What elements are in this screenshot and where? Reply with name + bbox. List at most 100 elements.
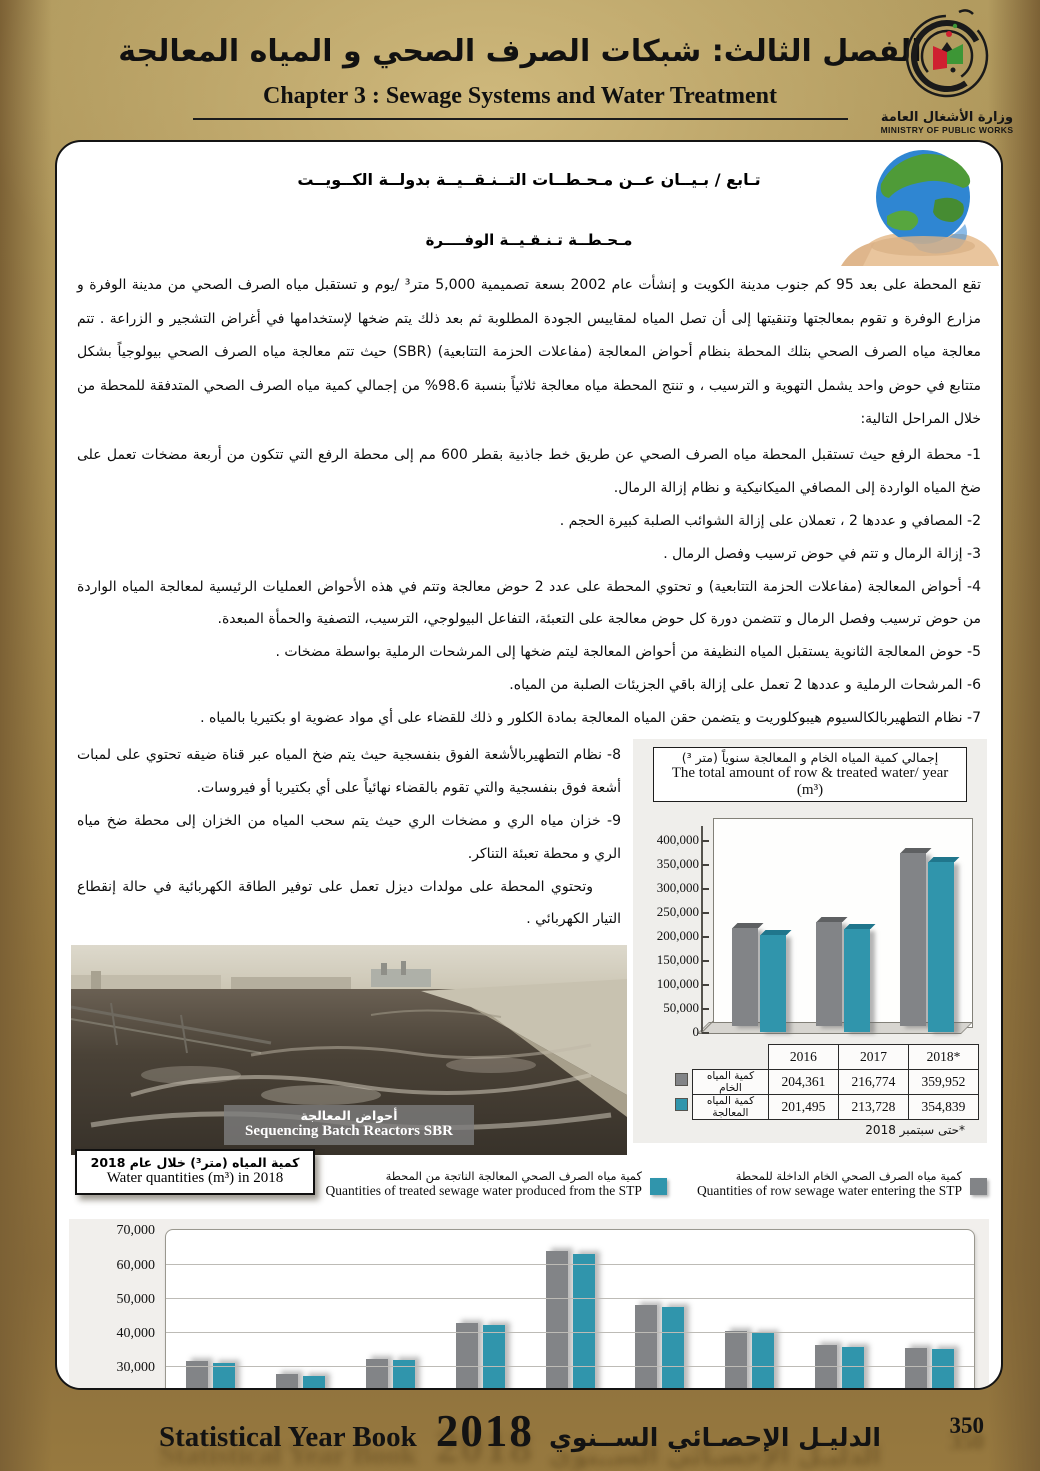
month-bar-group xyxy=(794,1230,884,1388)
legend-swatch xyxy=(970,1178,987,1196)
bar xyxy=(186,1361,209,1388)
year-header-cell: 2017 xyxy=(837,1043,909,1070)
bar xyxy=(931,1349,954,1388)
two-column-section: 8- نظام التطهيربالأشعة الفوق بنفسجية حيث… xyxy=(67,738,991,1156)
y-axis-tick-label: 40,000 xyxy=(116,1326,156,1342)
monthly-chart-y-axis: 010,00020,00030,00040,00050,00060,00070,… xyxy=(69,1223,165,1388)
process-step: 5- حوض المعالجة الثانوية يستقبل المياه ا… xyxy=(275,644,981,661)
monthly-bar-chart xyxy=(166,1230,974,1388)
legend-label: كمية مياه الصرف الصحي المعالجة الناتجة م… xyxy=(326,1169,642,1199)
photo-caption-arabic: أحواض المعالجة xyxy=(300,1108,398,1124)
monthly-bars xyxy=(166,1230,974,1388)
bar xyxy=(365,1359,388,1388)
footer-title: Statistical Year Book 2018 الدليـل الإحص… xyxy=(0,1405,1040,1457)
content-box: تـابع / بـيــان عــن مـحـطــات التــنـقـ… xyxy=(55,140,1003,1390)
y-axis-tick-label: 50,000 xyxy=(663,999,709,1015)
legend-entry: كمية مياه الصرف الصحي الخام الداخلة للمح… xyxy=(697,1169,987,1199)
table-row: 2016 2017 2018* xyxy=(671,1043,980,1070)
legend-swatch xyxy=(675,1073,688,1087)
photo-caption: أحواض المعالجة Sequencing Batch Reactors… xyxy=(224,1105,474,1146)
generator-note: وتحتوي المحطة على مولدات ديزل تعمل على ت… xyxy=(77,878,621,928)
bar xyxy=(816,921,842,1026)
y-axis-tick-label: 60,000 xyxy=(116,1257,156,1273)
gridline xyxy=(166,1332,974,1334)
y-axis-tick-label: 50,000 xyxy=(116,1291,156,1307)
series-name-cell: كمية المياه الخام xyxy=(692,1068,769,1095)
legend-label: كمية مياه الصرف الصحي الخام الداخلة للمح… xyxy=(697,1169,962,1199)
monthly-chart-title-arabic: كمية المياه (متر³) خلال عام 2018 xyxy=(90,1155,300,1171)
chart-footnote: *حتى سبتمبر 2018 xyxy=(865,1122,965,1137)
month-bar-group xyxy=(256,1230,346,1388)
bar xyxy=(276,1374,299,1388)
bar xyxy=(900,852,926,1026)
yearly-chart-title-arabic: إجمالي كمية المياه الخام و المعالجة سنوي… xyxy=(681,749,939,765)
ministry-logo-icon xyxy=(905,9,989,98)
yearly-chart-title-english: The total amount of row & treated water/… xyxy=(671,764,949,798)
bar xyxy=(482,1325,505,1388)
ministry-name-english: MINISTRY OF PUBLIC WORKS xyxy=(880,125,1014,135)
bar xyxy=(725,1331,748,1388)
monthly-chart-header: كمية المياه (متر³) خلال عام 2018 Water q… xyxy=(67,1149,991,1219)
month-bar-group xyxy=(166,1230,256,1388)
bar xyxy=(662,1307,685,1388)
ministry-logo: وزارة الأشغال العامة MINISTRY OF PUBLIC … xyxy=(866,8,1028,135)
value-cell: 216,774 xyxy=(837,1068,909,1095)
station-name: مـحـطــة تـنـقـيــة الوفــــرة xyxy=(425,231,633,249)
process-step: 6- المرشحات الرملية و عددها 2 تعمل على إ… xyxy=(509,677,981,694)
process-steps-continued: 8- نظام التطهيربالأشعة الفوق بنفسجية حيث… xyxy=(77,739,621,871)
bar xyxy=(572,1254,595,1388)
process-step: 2- المصافي و عددها 2 ، تعملان على إزالة … xyxy=(559,512,981,529)
year-header-cell: 2018* xyxy=(907,1043,980,1070)
bar xyxy=(760,934,786,1032)
bar xyxy=(392,1360,415,1388)
year-bar-group xyxy=(732,927,786,1032)
legend-label-arabic: كمية مياه الصرف الصحي المعالجة الناتجة م… xyxy=(385,1169,642,1184)
chapter-title-arabic: الفصل الثالث: شبكات الصرف الصحي و المياه… xyxy=(118,34,922,69)
month-bar-group xyxy=(705,1230,795,1388)
page-header: الفصل الثالث: شبكات الصرف الصحي و المياه… xyxy=(0,0,1040,120)
y-axis-tick-label: 70,000 xyxy=(116,1223,156,1239)
bar xyxy=(752,1333,775,1388)
photo-caption-english: Sequencing Batch Reactors SBR xyxy=(245,1123,453,1140)
yearly-bars xyxy=(717,814,969,1032)
yearly-chart-title-box: إجمالي كمية المياه الخام و المعالجة سنوي… xyxy=(653,746,967,802)
bar xyxy=(303,1376,326,1388)
bar xyxy=(928,861,954,1032)
bar xyxy=(844,928,870,1032)
bar xyxy=(545,1251,568,1388)
monthly-chart-panel: 010,00020,00030,00040,00050,00060,00070,… xyxy=(69,1219,989,1388)
monthly-chart-title-english: Water quantities (m³) in 2018 xyxy=(106,1170,284,1187)
y-axis-tick-label: 300,000 xyxy=(656,879,710,895)
process-step: 4- أحواض المعالجة (مفاعلات الحزمة التتاب… xyxy=(77,578,981,628)
globe-in-hand-image xyxy=(823,142,1001,266)
month-bar-group xyxy=(615,1230,705,1388)
page-footer: Statistical Year Book 2018 الدليـل الإحص… xyxy=(0,1395,1040,1471)
legend-swatch xyxy=(675,1098,688,1112)
y-axis-tick-label: 30,000 xyxy=(116,1360,156,1376)
gridline xyxy=(166,1366,974,1368)
legend-label-english: Quantities of treated sewage water produ… xyxy=(325,1183,642,1199)
year-header-cell: 2016 xyxy=(767,1043,839,1070)
y-axis-line xyxy=(701,825,703,1034)
footer-book-arabic: الدليـل الإحصـائي الســنوي xyxy=(548,1423,881,1452)
table-row: كمية المياه الخام 204,361 216,774 359,952 xyxy=(671,1068,980,1095)
section-subtitle: تـابع / بـيــان عــن مـحـطــات التــنـقـ… xyxy=(297,170,761,189)
month-bar-group xyxy=(435,1230,525,1388)
sbr-basin-photo: أحواض المعالجة Sequencing Batch Reactors… xyxy=(71,945,627,1156)
right-column: إجمالي كمية المياه الخام و المعالجة سنوي… xyxy=(633,738,987,1155)
legend-label-arabic: كمية مياه الصرف الصحي الخام الداخلة للمح… xyxy=(735,1169,962,1184)
monthly-chart-frame: JanuaryFebruaryMarchAprilMayJuneJulyAugu… xyxy=(165,1229,975,1388)
ministry-name-arabic: وزارة الأشغال العامة xyxy=(880,110,1014,125)
month-bar-group xyxy=(346,1230,436,1388)
monthly-chart-legend: كمية مياه الصرف الصحي المعالجة الناتجة م… xyxy=(326,1169,987,1199)
year-bar-group xyxy=(816,921,870,1032)
bar xyxy=(455,1323,478,1388)
process-step: 9- خزان مياه الري و مضخات الري حيث يتم س… xyxy=(77,812,621,862)
bar xyxy=(213,1363,236,1388)
y-axis-tick-label: 150,000 xyxy=(656,951,710,967)
gridline xyxy=(166,1263,974,1265)
series-name-cell: كمية المياه المعالجة xyxy=(692,1093,769,1120)
value-cell: 213,728 xyxy=(837,1093,909,1120)
value-cell: 204,361 xyxy=(767,1068,839,1095)
